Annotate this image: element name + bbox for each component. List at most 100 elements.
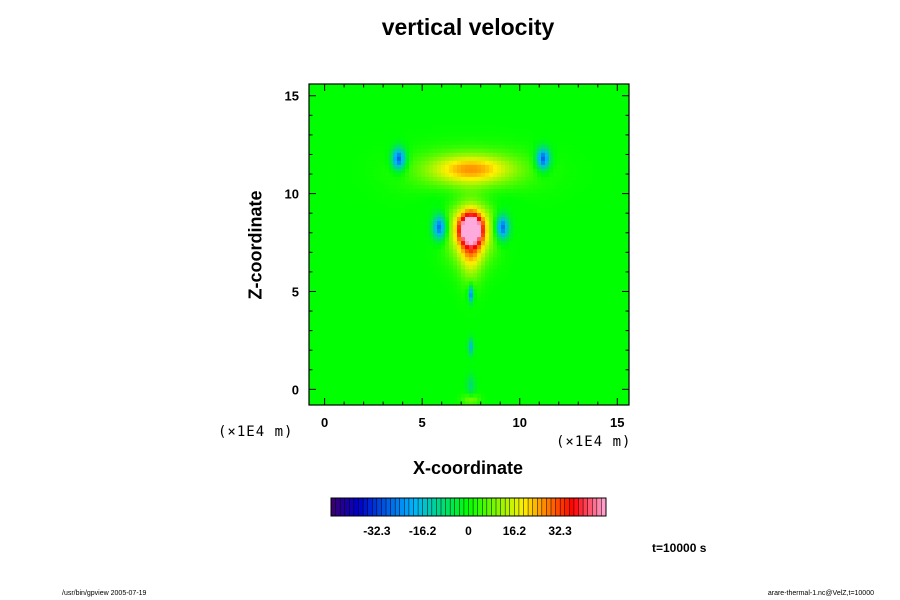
heatmap-cell [409,268,414,274]
heatmap-cell [625,392,629,398]
heatmap-cell [341,272,346,278]
heatmap-cell [349,216,354,222]
heatmap-cell [361,352,366,358]
heatmap-cell [317,220,322,226]
heatmap-cell [621,360,626,366]
heatmap-cell [497,192,502,197]
heatmap-cell [437,216,442,222]
heatmap-cell [377,400,382,405]
heatmap-cell [345,280,350,286]
heatmap-cell [321,348,326,354]
heatmap-cell [617,188,622,193]
heatmap-cell [409,320,414,326]
heatmap-cell [313,212,318,218]
heatmap-cell [441,352,446,358]
heatmap-cell [497,292,502,298]
heatmap-cell [449,388,454,394]
heatmap-cell [337,284,342,290]
heatmap-cell [461,336,466,342]
heatmap-cell [561,400,566,405]
heatmap-cell [601,212,606,218]
heatmap-cell [541,240,546,246]
heatmap-cell [497,296,502,302]
heatmap-cell [309,292,314,298]
heatmap-cell [465,328,470,334]
heatmap-cell [433,228,438,234]
heatmap-cell [401,400,406,405]
heatmap-cell [621,196,626,201]
heatmap-cell [593,176,598,181]
heatmap-cell [509,352,514,358]
heatmap-cell [429,320,434,326]
heatmap-cell [321,252,326,258]
heatmap-cell [369,388,374,394]
heatmap-cell [505,360,510,366]
heatmap-cell [393,240,398,246]
heatmap-cell [573,288,578,294]
heatmap-cell [397,364,402,370]
heatmap-cell [329,384,334,390]
heatmap-cell [581,268,586,274]
heatmap-cell [381,292,386,298]
heatmap-cell [469,200,474,205]
heatmap-cell [613,184,618,189]
heatmap-cell [461,348,466,354]
heatmap-cell [429,324,434,330]
heatmap-cell [493,220,498,226]
heatmap-cell [573,272,578,278]
heatmap-cell [493,228,498,234]
heatmap-cell [409,304,414,310]
heatmap-cell [593,164,598,169]
heatmap-cell [369,256,374,262]
heatmap-cell [557,320,562,326]
heatmap-cell [613,344,618,350]
heatmap-cell [597,196,602,201]
heatmap-cell [549,384,554,390]
heatmap-cell [513,392,518,398]
heatmap-cell [565,380,570,386]
heatmap-cell [397,268,402,274]
heatmap-cell [501,200,506,205]
heatmap-cell [365,168,370,173]
heatmap-cell [453,248,458,254]
heatmap-cell [325,284,330,290]
heatmap-cell [457,188,462,193]
heatmap-cell [457,380,462,386]
heatmap-cell [373,332,378,338]
heatmap-cell [597,208,602,213]
heatmap-cell [405,320,410,326]
heatmap-cell [357,284,362,290]
heatmap-cell [349,376,354,382]
heatmap-cell [337,320,342,326]
heatmap-cell [441,316,446,322]
heatmap-cell [393,152,398,157]
heatmap-cell [465,276,470,282]
heatmap-cell [601,336,606,342]
heatmap-cell [529,212,534,218]
heatmap-cell [569,272,574,278]
heatmap-cell [533,320,538,326]
heatmap-cell [469,360,474,366]
heatmap-cell [381,260,386,266]
heatmap-cell [601,220,606,226]
heatmap-cell [513,224,518,230]
heatmap-cell [413,360,418,366]
heatmap-cell [429,304,434,310]
heatmap-cell [473,256,478,262]
heatmap-cell [533,304,538,310]
heatmap-cell [517,356,522,362]
heatmap-cell [329,196,334,201]
heatmap-cell [389,348,394,354]
heatmap-cell [401,168,406,173]
heatmap-cell [505,272,510,278]
heatmap-cell [317,372,322,378]
heatmap-cell [497,356,502,362]
heatmap-cell [361,296,366,302]
heatmap-cell [549,232,554,238]
heatmap-cell [325,220,330,226]
heatmap-cell [377,216,382,222]
heatmap-cell [577,376,582,382]
heatmap-cell [549,360,554,366]
heatmap-cell [589,208,594,213]
heatmap-cell [529,320,534,326]
